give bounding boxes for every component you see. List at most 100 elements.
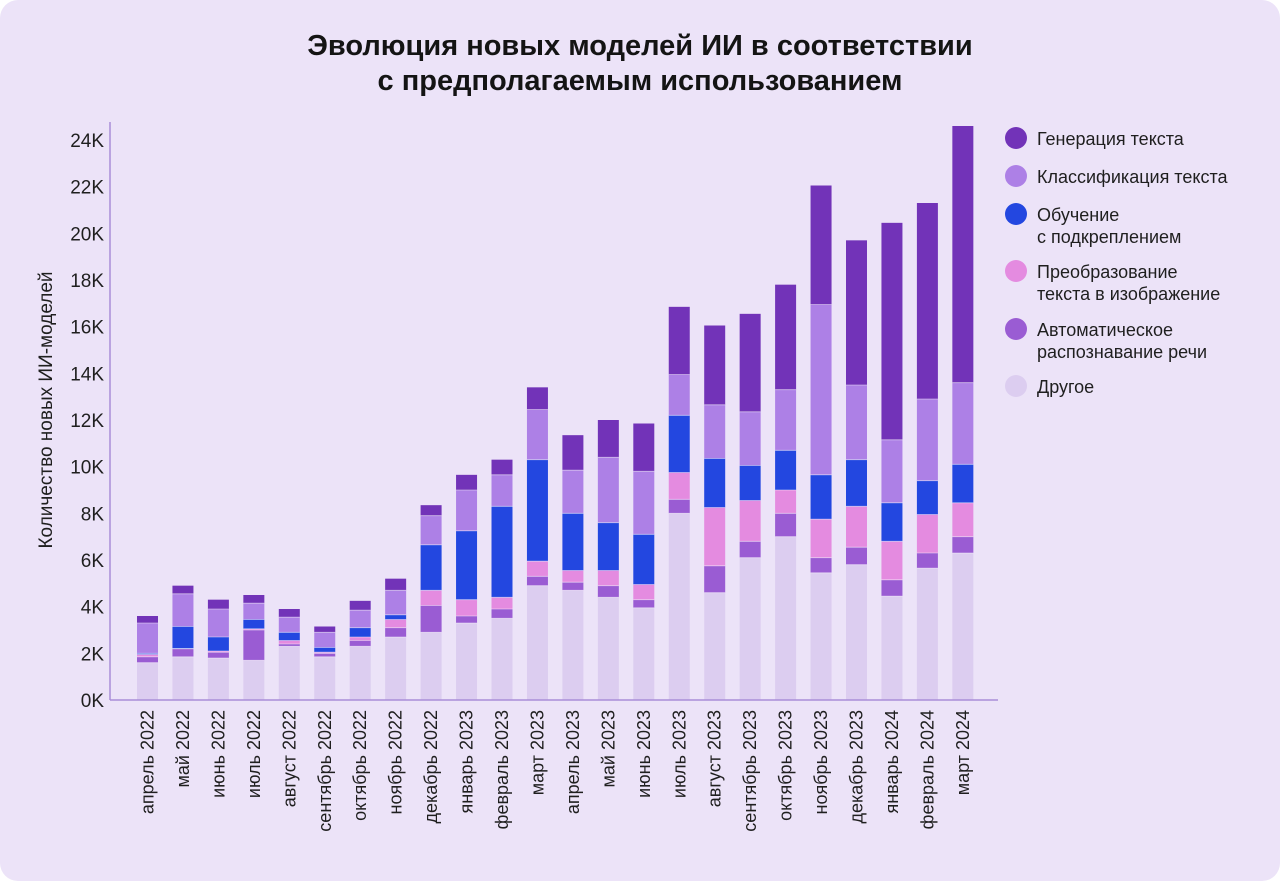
bar-segment (278, 617, 300, 633)
x-tick-label: апрель 2023 (563, 710, 583, 814)
bar-segment (562, 435, 584, 471)
bar-segment (739, 465, 761, 501)
legend-label: текста в изображение (1037, 284, 1220, 304)
bar-segment (810, 304, 832, 475)
bar-segment (846, 385, 867, 460)
bar-segment (491, 474, 513, 507)
bar-segment (952, 382, 974, 465)
y-axis: 0K 2K 4K 6K 8K 10K 12K 14K 16K 18K 20K 22K 24K (70, 122, 111, 712)
bar-segment (385, 619, 407, 628)
chart-title-line-2: с предполагаемым использованием (378, 65, 903, 97)
bar-segment (207, 609, 229, 637)
bar-segment (881, 222, 903, 440)
bar-segment (243, 630, 265, 661)
bar-segment (420, 632, 442, 700)
bar-segment (137, 656, 158, 663)
y-tick-label: 14K (70, 364, 104, 385)
bar-segment (846, 240, 867, 385)
bar-segment (137, 654, 158, 657)
legend-label: Преобразование (1037, 262, 1178, 282)
chart-title-line-1: Эволюция новых моделей ИИ в соответствии (307, 30, 972, 62)
bar-segment (704, 325, 726, 405)
x-tick-label: февраль 2023 (492, 710, 512, 829)
bar-segment (243, 660, 265, 700)
x-tick-label: июль 2022 (244, 710, 264, 798)
bar-segment (526, 561, 548, 577)
bar-segment (846, 564, 867, 700)
bar-segment (243, 628, 265, 630)
bar-segment (633, 599, 655, 608)
bar-segment (314, 656, 336, 700)
bar-segment (172, 656, 194, 700)
bar-segment (456, 530, 478, 600)
legend-swatch (1005, 165, 1027, 187)
legend-swatch (1005, 260, 1027, 282)
y-tick-label: 16K (70, 318, 104, 339)
bar-segment (385, 578, 407, 591)
bar-segment (633, 471, 655, 535)
bar-segment (597, 597, 619, 700)
legend-label: распознавание речи (1037, 342, 1207, 362)
bar-segment (137, 616, 158, 623)
bar-segment (881, 439, 903, 503)
bar-segment (668, 306, 690, 375)
bar-segment (456, 490, 478, 531)
bar-segment (456, 623, 478, 700)
bar-segment (349, 646, 371, 700)
legend-label: Генерация текста (1037, 129, 1185, 149)
bar-segment (562, 570, 584, 583)
bar-segment (775, 490, 797, 514)
bar-segment (420, 544, 442, 591)
bar-segment (704, 592, 726, 700)
bar-segment (810, 474, 832, 520)
x-tick-label: октябрь 2023 (776, 710, 796, 821)
y-tick-label: 20K (70, 224, 104, 245)
bar-segment (739, 500, 761, 542)
bar-segment (562, 513, 584, 571)
bar-segment (916, 514, 938, 553)
bar-segment (172, 585, 194, 594)
bar-segment (916, 568, 938, 700)
legend-label: Обучение (1037, 205, 1119, 225)
bar-segment (349, 627, 371, 637)
bar-segment (562, 590, 584, 700)
bar-segment (846, 506, 867, 548)
bar-segment (278, 609, 300, 618)
bar-segment (704, 565, 726, 593)
bar-segment (349, 610, 371, 628)
bar-segment (278, 644, 300, 647)
x-tick-label: ноябрь 2022 (386, 710, 406, 814)
bar-segment (739, 541, 761, 558)
bar-segment (739, 313, 761, 412)
bar-segment (420, 515, 442, 545)
bar-segment (775, 450, 797, 490)
y-tick-label: 24K (70, 131, 104, 152)
legend-label: Автоматическое (1037, 320, 1173, 340)
bar-segment (526, 409, 548, 460)
bar-segment (456, 474, 478, 490)
bar-segment (456, 616, 478, 623)
bar-segment (810, 519, 832, 558)
bar-segment (633, 423, 655, 472)
bar-segment (810, 557, 832, 573)
bar-segment (207, 651, 229, 653)
y-tick-label: 4K (81, 598, 105, 619)
bar-segment (881, 541, 903, 580)
x-tick-label: сентябрь 2023 (740, 710, 760, 832)
x-tick-label: январь 2023 (457, 710, 477, 814)
legend-label: Классификация текста (1037, 167, 1228, 187)
bar-segment (172, 626, 194, 649)
bar-segment (633, 534, 655, 585)
bar-segment (668, 472, 690, 500)
y-tick-label: 0K (81, 691, 105, 712)
bar-segment (314, 626, 336, 633)
bar-segment (491, 459, 513, 475)
legend-swatch (1005, 127, 1027, 149)
bar-segment (775, 536, 797, 700)
y-tick-label: 6K (81, 551, 105, 572)
x-axis: апрель 2022 май 2022 июнь 2022 июль 2022 авг… (110, 699, 998, 832)
bar-segment (278, 632, 300, 641)
legend-swatch (1005, 375, 1027, 397)
